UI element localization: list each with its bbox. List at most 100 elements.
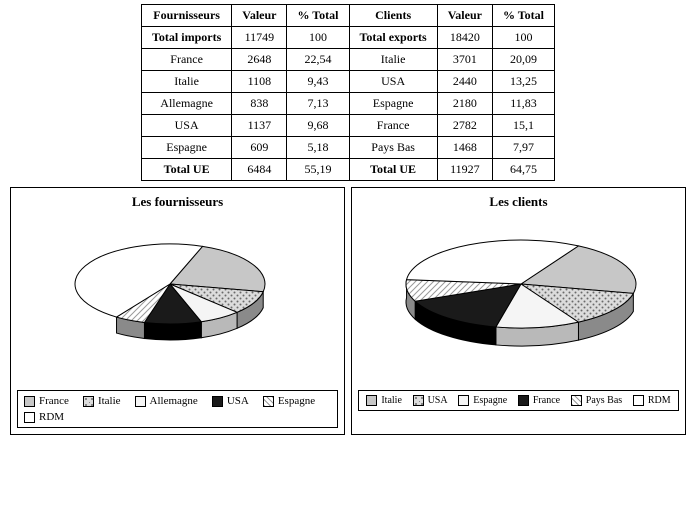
table-row: Allemagne8387,13Espagne218011,83 [142,93,555,115]
legend-item: RDM [633,395,671,406]
table-row: Total UE648455,19Total UE1192764,75 [142,159,555,181]
legend-swatch-icon [571,395,582,406]
legend-item: Espagne [458,395,507,406]
cell: 5,18 [287,137,349,159]
legend-label: Espagne [278,395,315,407]
cell: 11,83 [492,93,554,115]
cell: Total UE [142,159,232,181]
legend-label: USA [428,395,448,406]
legend-label: Pays Bas [586,395,622,406]
cell: 609 [232,137,287,159]
cell: 2782 [437,115,492,137]
cell: 9,43 [287,71,349,93]
table-row: Espagne6095,18Pays Bas14687,97 [142,137,555,159]
cell: Allemagne [142,93,232,115]
cell: 11749 [232,27,287,49]
col-header-0: Fournisseurs [142,5,232,27]
cell: Total imports [142,27,232,49]
legend-label: Espagne [473,395,507,406]
legend-item: Allemagne [135,395,198,407]
cell: 2180 [437,93,492,115]
legend-item: France [518,395,560,406]
cell: Italie [349,49,437,71]
legend-swatch-icon [212,396,223,407]
legend-label: RDM [39,411,64,423]
table-row: Italie11089,43USA244013,25 [142,71,555,93]
cell: Espagne [349,93,437,115]
clients-legend: Italie USA Espagne France Pays Bas RDM [358,390,679,411]
cell: 13,25 [492,71,554,93]
cell: USA [142,115,232,137]
fournisseurs-panel: Les fournisseurs France Italie Allemagne US… [10,187,345,435]
legend-swatch-icon [518,395,529,406]
legend-item: RDM [24,411,64,423]
charts-row: Les fournisseurs France Italie Allemagne US… [4,187,692,435]
cell: 9,68 [287,115,349,137]
legend-item: France [24,395,69,407]
col-header-1: Valeur [232,5,287,27]
legend-label: Italie [98,395,121,407]
cell: 18420 [437,27,492,49]
col-header-5: % Total [492,5,554,27]
legend-swatch-icon [83,396,94,407]
legend-swatch-icon [633,395,644,406]
cell: 1468 [437,137,492,159]
cell: 3701 [437,49,492,71]
fournisseurs-legend: France Italie Allemagne USA Espagne RDM [17,390,338,428]
cell: 22,54 [287,49,349,71]
legend-swatch-icon [24,412,35,423]
legend-swatch-icon [458,395,469,406]
legend-label: RDM [648,395,671,406]
table-row: Total imports11749100Total exports184201… [142,27,555,49]
fournisseurs-title: Les fournisseurs [17,194,338,210]
trade-table: FournisseursValeur% TotalClientsValeur% … [141,4,555,181]
cell: France [142,49,232,71]
legend-item: USA [413,395,448,406]
cell: 64,75 [492,159,554,181]
legend-label: France [533,395,560,406]
legend-item: Pays Bas [571,395,622,406]
legend-label: USA [227,395,249,407]
cell: 100 [492,27,554,49]
cell: Italie [142,71,232,93]
cell: 6484 [232,159,287,181]
col-header-3: Clients [349,5,437,27]
cell: 100 [287,27,349,49]
legend-item: Italie [83,395,121,407]
cell: 11927 [437,159,492,181]
legend-swatch-icon [24,396,35,407]
legend-label: Allemagne [150,395,198,407]
legend-swatch-icon [366,395,377,406]
legend-swatch-icon [135,396,146,407]
col-header-4: Valeur [437,5,492,27]
legend-item: USA [212,395,249,407]
cell: 20,09 [492,49,554,71]
cell: 1108 [232,71,287,93]
table-row: USA11379,68France278215,1 [142,115,555,137]
legend-swatch-icon [263,396,274,407]
clients-panel: Les clients Italie USA Espagne France Pays B… [351,187,686,435]
legend-label: Italie [381,395,402,406]
cell: Total exports [349,27,437,49]
clients-title: Les clients [358,194,679,210]
legend-item: Espagne [263,395,315,407]
cell: USA [349,71,437,93]
legend-item: Italie [366,395,402,406]
cell: Espagne [142,137,232,159]
cell: 7,97 [492,137,554,159]
legend-label: France [39,395,69,407]
cell: 2648 [232,49,287,71]
cell: Total UE [349,159,437,181]
cell: 15,1 [492,115,554,137]
fournisseurs-pie [20,216,335,386]
clients-pie [361,216,676,386]
cell: 55,19 [287,159,349,181]
cell: 838 [232,93,287,115]
cell: 1137 [232,115,287,137]
cell: France [349,115,437,137]
cell: 2440 [437,71,492,93]
table-row: France264822,54Italie370120,09 [142,49,555,71]
cell: 7,13 [287,93,349,115]
col-header-2: % Total [287,5,349,27]
legend-swatch-icon [413,395,424,406]
